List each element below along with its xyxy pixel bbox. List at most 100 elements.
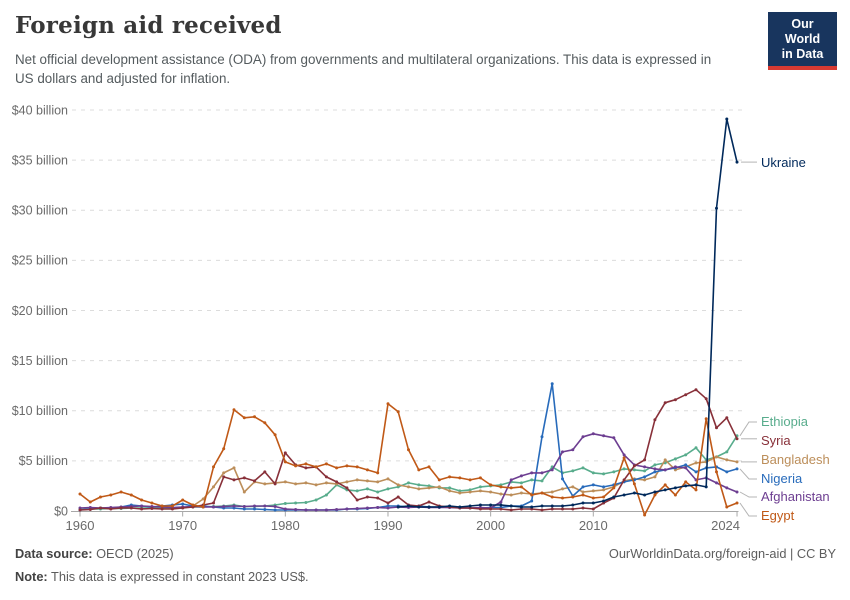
data-point [78,492,82,496]
data-point [150,507,154,510]
data-point [294,464,298,468]
data-point [407,448,410,452]
series-label-nigeria[interactable]: Nigeria [761,471,803,486]
data-point [499,507,503,511]
data-point [212,465,215,469]
chart-note: Note: This data is expressed in constant… [15,569,309,584]
data-point [263,508,267,511]
data-point [437,478,441,482]
data-point [355,507,359,510]
label-connector [739,421,757,437]
data-point [694,461,698,465]
line-path-ukraine [397,118,738,508]
data-point [530,478,534,482]
data-point [591,432,595,436]
data-point [201,505,205,509]
data-point [735,160,739,164]
data-point [160,504,164,508]
series-label-egypt[interactable]: Egypt [761,508,795,523]
data-point [704,485,708,489]
data-point [386,487,390,491]
data-point [253,507,256,511]
series-label-afghanistan[interactable]: Afghanistan [761,489,830,504]
data-point [519,505,523,509]
data-point [684,484,688,488]
data-point [715,426,718,430]
data-point [294,501,298,505]
data-point [324,475,328,479]
y-tick-label: $20 billion [12,304,68,318]
data-point [519,485,523,489]
series-line-ukraine[interactable] [396,117,739,509]
data-point [581,490,585,494]
data-point [448,504,452,508]
data-point [715,206,718,210]
data-point [386,506,390,510]
data-point [602,485,606,489]
data-point [376,506,380,509]
data-point [622,478,626,482]
owid-logo[interactable]: Our World in Data [768,12,837,71]
owid-citation-link[interactable]: OurWorldinData.org/foreign-aid | CC BY [608,546,836,561]
data-point [294,508,298,511]
data-point [735,467,739,471]
data-point [643,469,647,473]
data-point [663,458,667,462]
data-point [519,474,523,478]
x-tick-label: 1970 [168,518,197,533]
data-point [499,503,503,507]
data-point [704,417,708,421]
data-point [735,460,739,464]
data-point [684,393,688,397]
data-point [571,469,575,473]
data-point [684,480,688,484]
data-point [694,388,698,392]
data-point [88,500,92,504]
x-tick-label: 1980 [271,518,300,533]
data-point [335,508,339,511]
data-point [622,493,626,497]
data-point [396,483,400,487]
data-point [612,470,616,474]
data-point [591,496,595,500]
data-point [376,490,380,494]
data-point [643,475,647,479]
data-point [622,467,626,471]
data-point [324,508,328,512]
data-point [304,501,308,504]
data-point [735,437,739,441]
series-label-ethiopia[interactable]: Ethiopia [761,414,808,429]
data-point [181,502,185,506]
series-label-bangladesh[interactable]: Bangladesh [761,452,830,467]
data-point [99,506,102,510]
data-point [304,481,308,485]
note-value: This data is expressed in constant 2023 … [47,569,309,584]
data-point [448,475,452,479]
data-point [643,478,647,482]
series-label-ukraine[interactable]: Ukraine [761,155,806,170]
data-point [684,463,688,467]
data-point [643,465,647,469]
data-point [273,505,277,508]
data-point [324,481,328,485]
data-point [540,471,544,475]
data-point [509,486,513,490]
data-point [427,505,431,509]
data-point [643,493,647,497]
data-point [458,491,462,495]
data-point [735,501,739,505]
data-point [653,493,657,497]
data-point [622,456,626,460]
series-label-syria[interactable]: Syria [761,433,791,448]
data-point [602,472,606,476]
data-point [191,503,195,507]
data-point [232,408,236,412]
series-line-egypt[interactable] [78,402,739,517]
data-point [632,482,636,486]
data-point [581,493,585,497]
data-point [160,507,164,511]
data-point [458,489,462,493]
data-point [417,483,421,487]
data-point [612,436,616,440]
